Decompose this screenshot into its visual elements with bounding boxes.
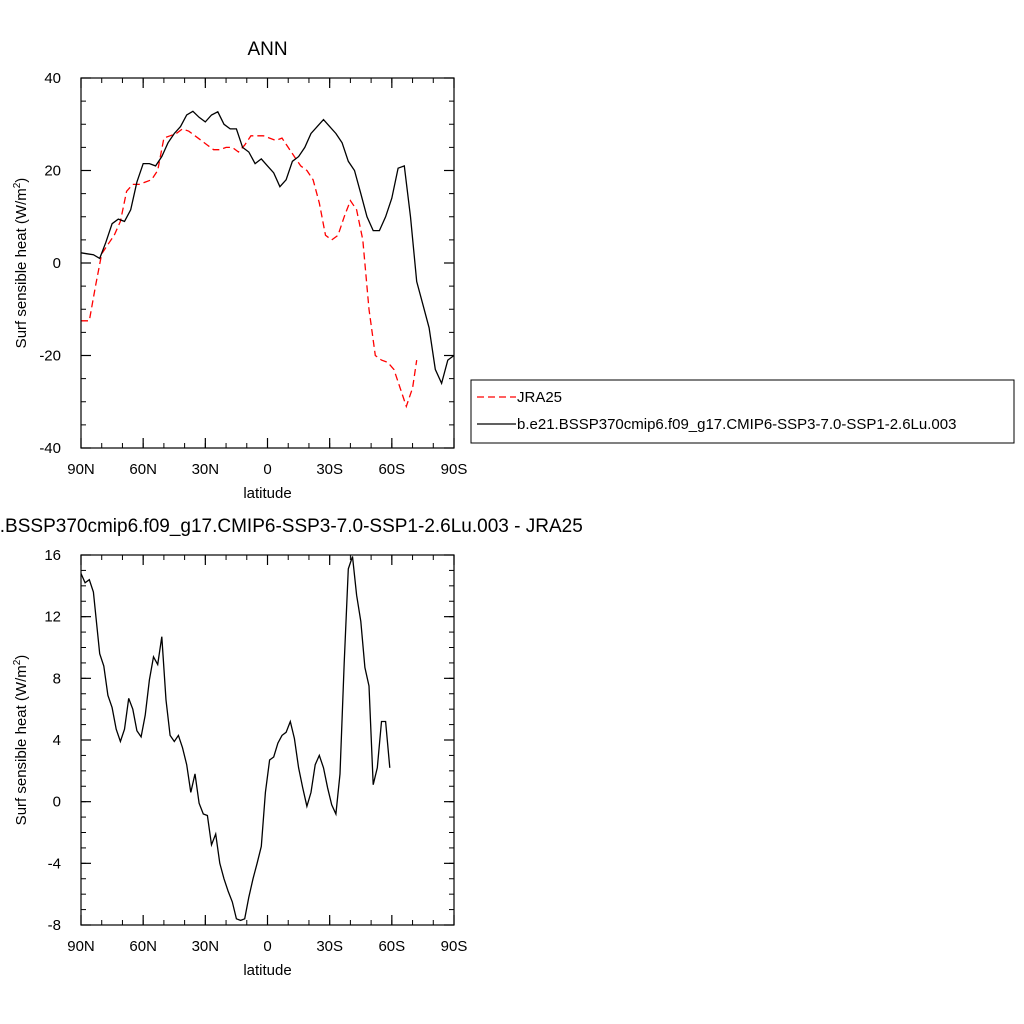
y-tick-label: -20	[39, 348, 61, 365]
x-tick-label: 90N	[67, 938, 95, 955]
y-axis-label: Surf sensible heat (W/m2)	[12, 178, 30, 349]
x-tick-label: 90S	[441, 461, 468, 478]
x-tick-label: 60S	[378, 461, 405, 478]
y-tick-label: 8	[53, 670, 61, 687]
x-tick-label: 30S	[316, 461, 343, 478]
x-tick-label: 30N	[192, 461, 220, 478]
y-tick-label: 16	[44, 547, 61, 564]
x-tick-label: 0	[263, 938, 271, 955]
x-tick-label: 30S	[316, 938, 343, 955]
y-tick-label: -40	[39, 440, 61, 457]
series-line-0	[81, 128, 418, 409]
y-tick-label: -4	[48, 855, 61, 872]
x-tick-label: 90N	[67, 461, 95, 478]
chart-title: b.e21.BSSP370cmip6.f09_g17.CMIP6-SSP3-7.…	[0, 516, 583, 537]
legend-box	[470, 379, 1015, 444]
legend: JRA25 b.e21.BSSP370cmip6.f09_g17.CMIP6-SS…	[470, 379, 1015, 444]
y-tick-label: -8	[48, 917, 61, 934]
series-line-0	[81, 556, 391, 922]
plot-frame	[80, 77, 455, 449]
y-tick-label: 12	[44, 609, 61, 626]
plot-frame	[80, 554, 455, 926]
y-tick-label: 0	[53, 794, 61, 811]
legend-label: JRA25	[517, 389, 562, 406]
series-line-1	[81, 110, 454, 386]
x-tick-label: 90S	[441, 938, 468, 955]
y-tick-label: 40	[44, 70, 61, 87]
y-tick-label: 20	[44, 163, 61, 180]
y-axis-label: Surf sensible heat (W/m2)	[12, 655, 30, 826]
y-tick-label: 0	[53, 255, 61, 272]
chart-difference: b.e21.BSSP370cmip6.f09_g17.CMIP6-SSP3-7.…	[0, 516, 583, 979]
x-axis-label: latitude	[243, 485, 291, 502]
x-tick-label: 0	[263, 461, 271, 478]
y-tick-label: 4	[53, 732, 61, 749]
chart-ann: ANN 90N 60N 30N 0 30S 60S 90S -40 -20 0 20 40 latitud…	[12, 39, 467, 502]
chart-title: ANN	[247, 39, 287, 60]
legend-label: b.e21.BSSP370cmip6.f09_g17.CMIP6-SSP3-7.…	[517, 416, 956, 433]
x-tick-label: 60N	[129, 938, 157, 955]
x-axis-label: latitude	[243, 962, 291, 979]
x-tick-label: 60S	[378, 938, 405, 955]
x-tick-label: 60N	[129, 461, 157, 478]
x-tick-label: 30N	[192, 938, 220, 955]
